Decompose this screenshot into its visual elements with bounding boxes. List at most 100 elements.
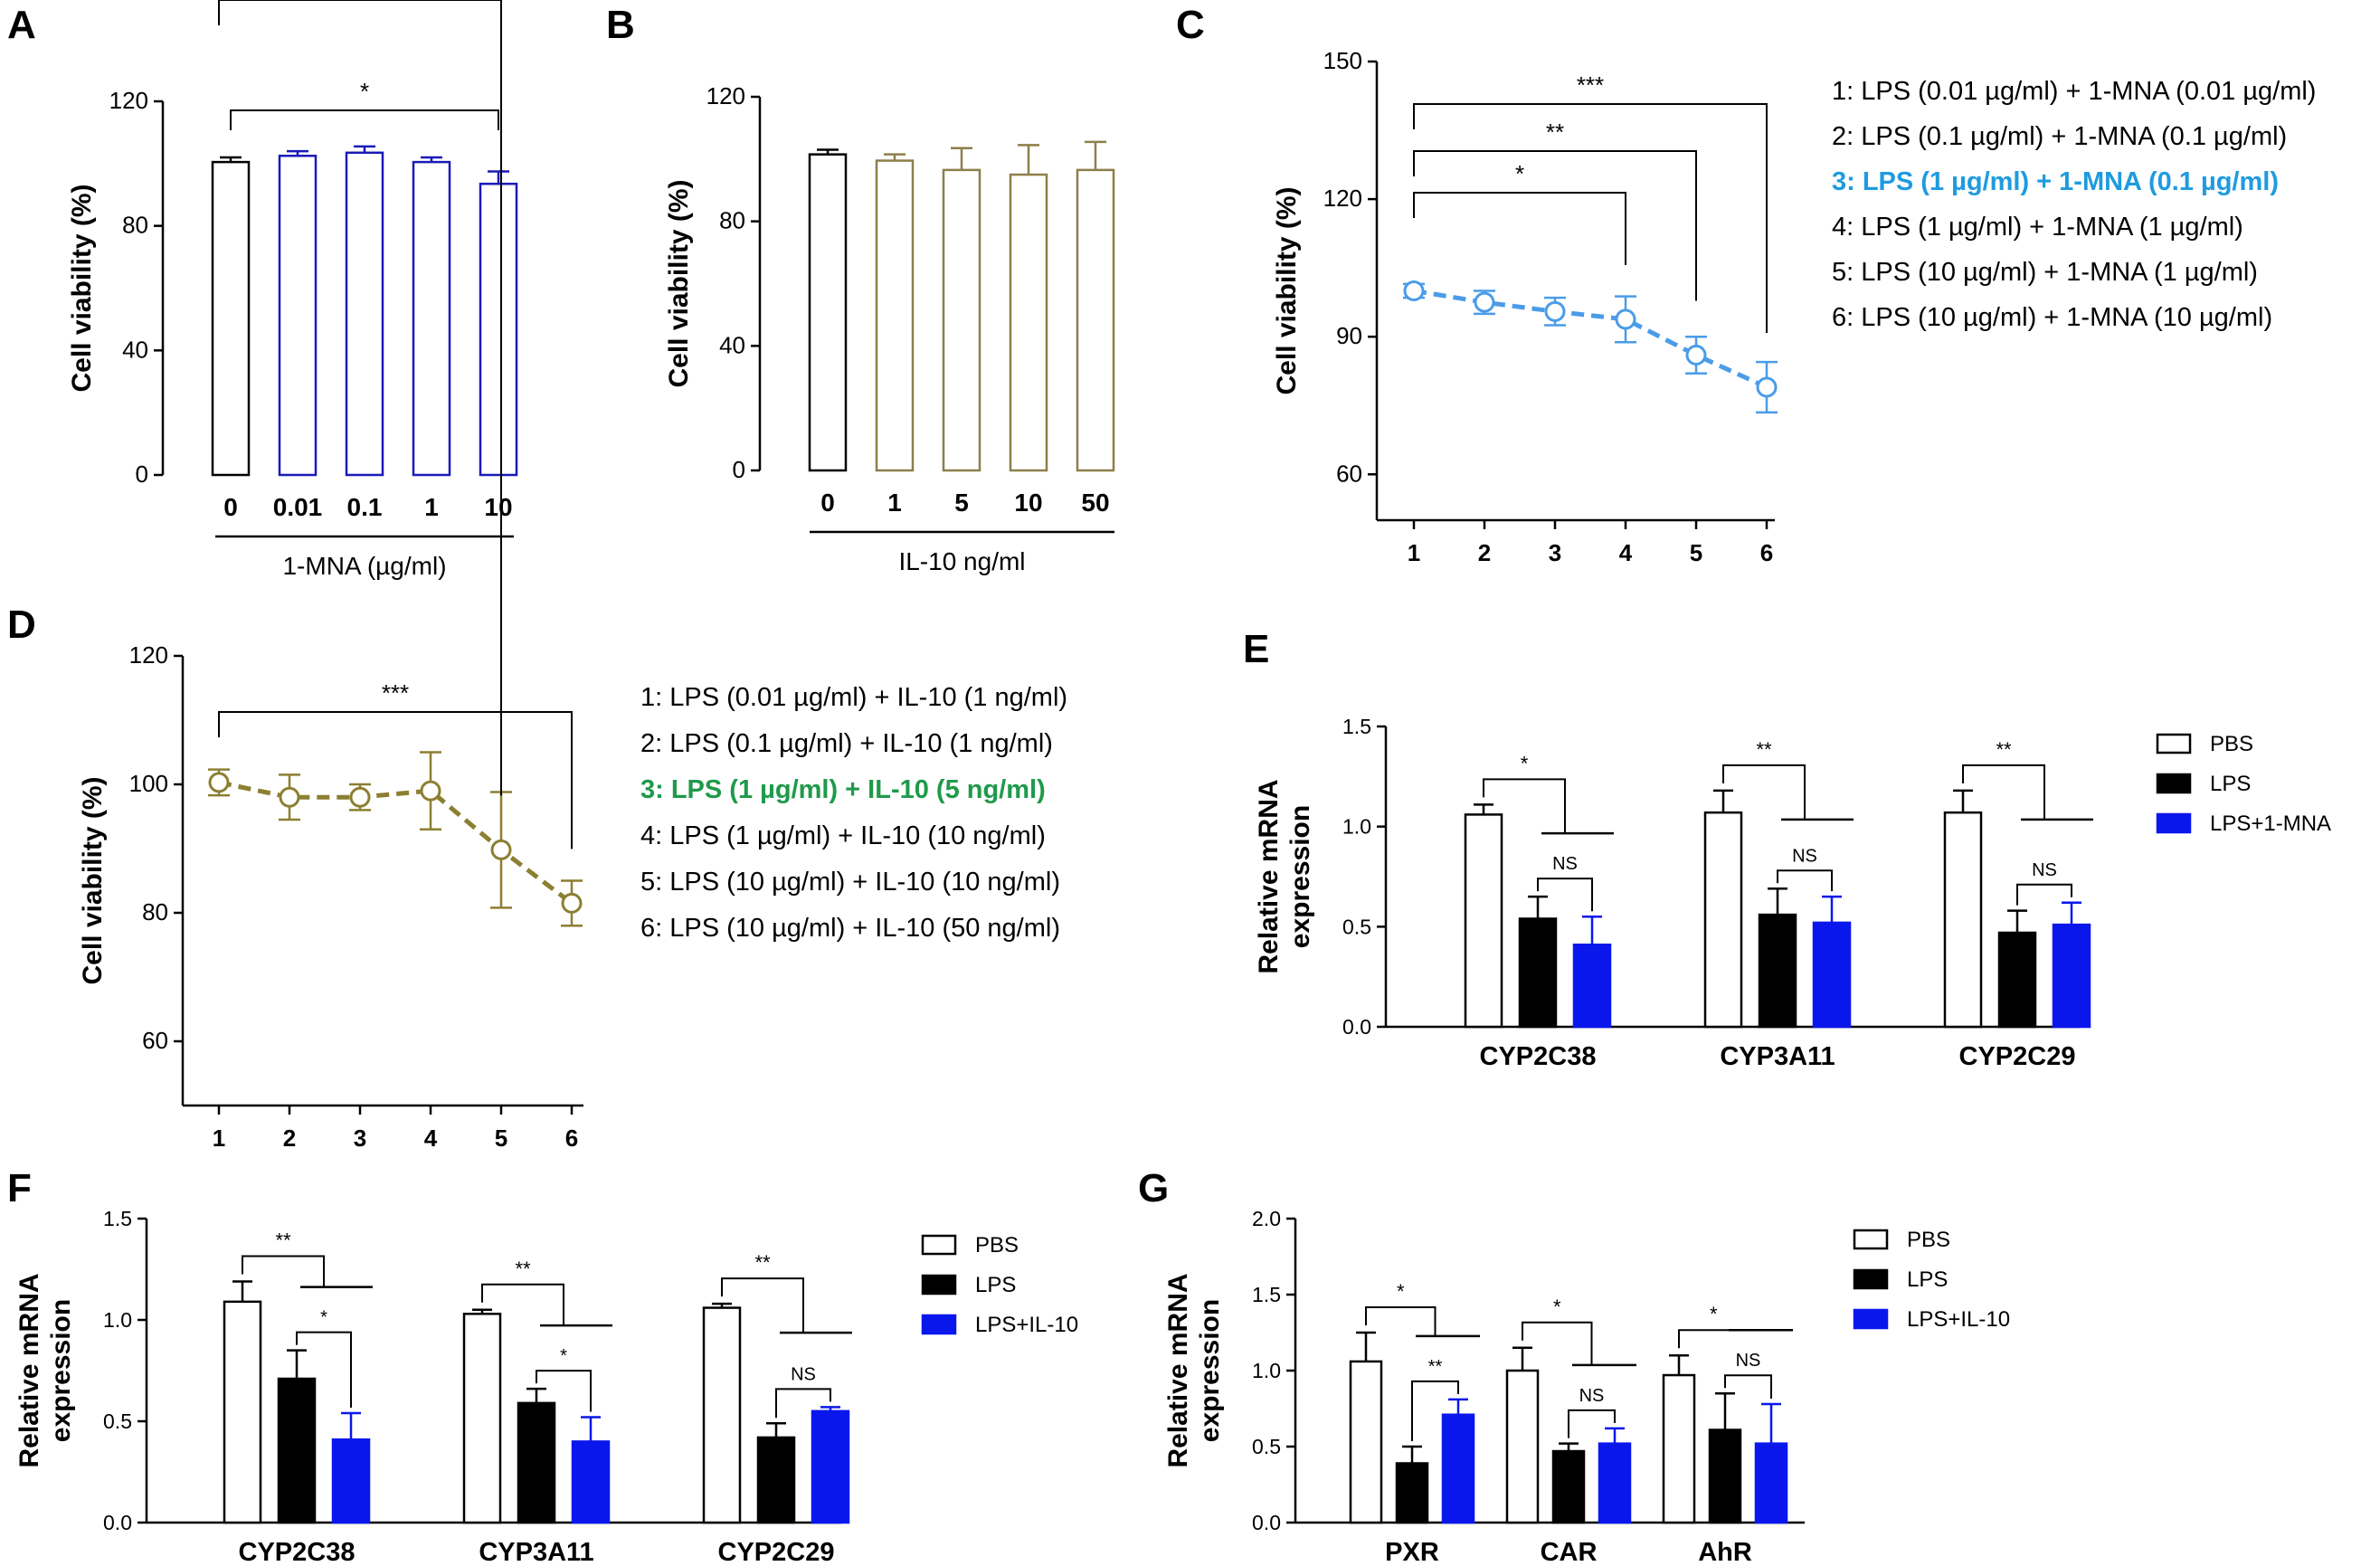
legend-entry: LPS+IL-10 <box>1907 1307 2010 1332</box>
legend-swatch <box>1853 1268 1889 1290</box>
y-axis-title: Relative mRNA <box>1254 779 1284 973</box>
significance-label: ** <box>515 1258 531 1280</box>
y-tick-label: 40 <box>122 336 148 363</box>
panel-e-chart: 0.0 0.5 1.0 1.5 Relative mRNA expression CYP2C… <box>1254 715 2331 1071</box>
x-tick-label: CYP3A11 <box>1720 1042 1835 1071</box>
x-axis-title: IL-10 ng/ml <box>898 547 1025 575</box>
significance-bracket <box>296 1331 352 1409</box>
bar <box>1997 931 2037 1029</box>
x-tick-label: 1 <box>1408 539 1420 566</box>
significance-bracket <box>1483 778 1566 834</box>
bar <box>1464 813 1503 1029</box>
bar <box>1076 168 1115 472</box>
data-point <box>1403 280 1425 301</box>
data-point <box>349 786 371 808</box>
data-point <box>1756 376 1778 398</box>
bar <box>1662 1373 1696 1524</box>
y-tick-label: 0.5 <box>103 1409 132 1433</box>
legend-entry: LPS+IL-10 <box>975 1313 1078 1337</box>
legend-entry: 2: LPS (0.1 µg/ml) + IL-10 (1 ng/ml) <box>640 729 1053 758</box>
y-tick-label: 1.5 <box>103 1207 132 1230</box>
x-tick-label: 1 <box>424 493 439 521</box>
y-tick-label: 1.0 <box>103 1308 132 1332</box>
panel-f-chart: 0.0 0.5 1.0 1.5 Relative mRNA expression CYP2C… <box>14 1207 1078 1566</box>
bar <box>1572 944 1612 1029</box>
legend-entry: 1: LPS (0.01 µg/ml) + IL-10 (1 ng/ml) <box>640 683 1067 712</box>
legend-entry: 2: LPS (0.1 µg/ml) + 1-MNA (0.1 µg/ml) <box>1832 122 2287 151</box>
significance-label: NS <box>1579 1386 1605 1406</box>
legend-swatch <box>1853 1229 1889 1250</box>
bar <box>277 1377 317 1524</box>
significance-label: * <box>1710 1303 1718 1325</box>
significance-label: * <box>1397 1280 1405 1303</box>
y-axis-title: expression <box>46 1299 76 1442</box>
bar <box>412 160 451 477</box>
legend-entry: 4: LPS (1 µg/ml) + 1-MNA (1 µg/ml) <box>1832 213 2243 242</box>
x-tick-label: 3 <box>354 1125 366 1152</box>
y-tick-label: 0 <box>733 456 745 483</box>
y-tick-label: 0.0 <box>1252 1511 1281 1534</box>
significance-bracket <box>1777 869 1833 892</box>
x-tick-label: 1 <box>213 1125 225 1152</box>
significance-label: NS <box>1552 854 1578 874</box>
significance-bracket <box>1365 1306 1437 1336</box>
x-tick-label: CAR <box>1541 1538 1598 1566</box>
bar <box>571 1440 611 1524</box>
significance-bracket <box>536 1370 592 1412</box>
significance-bracket <box>1413 150 1697 301</box>
significance-label: NS <box>791 1364 816 1384</box>
significance-bracket <box>721 1277 804 1333</box>
y-tick-label: 1.0 <box>1252 1359 1281 1382</box>
significance-label: * <box>360 78 369 105</box>
legend-entry: 6: LPS (10 µg/ml) + IL-10 (50 ng/ml) <box>640 914 1060 943</box>
panel-label-a: A <box>7 3 36 47</box>
y-tick-label: 80 <box>719 207 745 234</box>
significance-label: * <box>1521 752 1529 774</box>
data-point <box>208 772 230 793</box>
significance-bracket <box>1537 878 1593 912</box>
significance-label: ** <box>1546 119 1564 146</box>
bar <box>211 160 251 477</box>
series-line <box>1413 289 1768 390</box>
significance-label: * <box>320 1308 327 1328</box>
bar <box>1754 1442 1788 1524</box>
y-tick-label: 80 <box>142 898 168 925</box>
x-tick-label: 4 <box>424 1125 438 1152</box>
significance-label: ** <box>275 1229 291 1251</box>
significance-label: NS <box>2032 860 2057 880</box>
y-tick-label: 120 <box>109 87 148 114</box>
x-tick-label: CYP2C38 <box>239 1538 356 1566</box>
legend-entry: 3: LPS (1 µg/ml) + 1-MNA (0.1 µg/ml) <box>1832 167 2279 196</box>
significance-bracket <box>481 1283 564 1326</box>
legend-entry: LPS <box>975 1273 1016 1297</box>
x-tick-label: 6 <box>565 1125 578 1152</box>
legend-entry: PBS <box>2210 732 2253 756</box>
x-tick-label: 0 <box>223 493 238 521</box>
significance-label: * <box>560 1346 567 1366</box>
x-tick-label: 6 <box>1760 539 1773 566</box>
y-axis-title: expression <box>1285 805 1315 948</box>
panel-label-c: C <box>1176 3 1205 47</box>
y-tick-label: 150 <box>1323 47 1362 74</box>
panel-a-chart: 0 40 80 120 Cell viability (%) 0 0.01 0.1 1 10 1-M… <box>67 78 518 580</box>
y-axis-title: Cell viability (%) <box>78 776 108 984</box>
bar <box>1598 1442 1632 1524</box>
panel-label-b: B <box>606 3 635 47</box>
bar <box>942 168 981 472</box>
panel-b-chart: 0 40 80 120 Cell viability (%) 0 1 5 10 50 IL-10 n… <box>664 82 1115 575</box>
legend-entry: LPS+1-MNA <box>2210 811 2331 836</box>
significance-label: *** <box>382 679 409 707</box>
bar <box>479 182 518 477</box>
x-tick-label: 5 <box>954 489 969 517</box>
significance-bracket <box>1413 103 1768 333</box>
legend-swatch <box>2156 812 2192 834</box>
significance-label: *** <box>1577 71 1604 99</box>
y-axis-title: Cell viability (%) <box>664 179 694 387</box>
y-axis-title: Relative mRNA <box>1163 1273 1193 1467</box>
y-tick-label: 120 <box>129 641 168 669</box>
series-line <box>218 780 574 906</box>
y-axis-title: Cell viability (%) <box>67 184 97 392</box>
significance-bracket <box>1413 192 1626 265</box>
x-tick-label: 2 <box>283 1125 296 1152</box>
